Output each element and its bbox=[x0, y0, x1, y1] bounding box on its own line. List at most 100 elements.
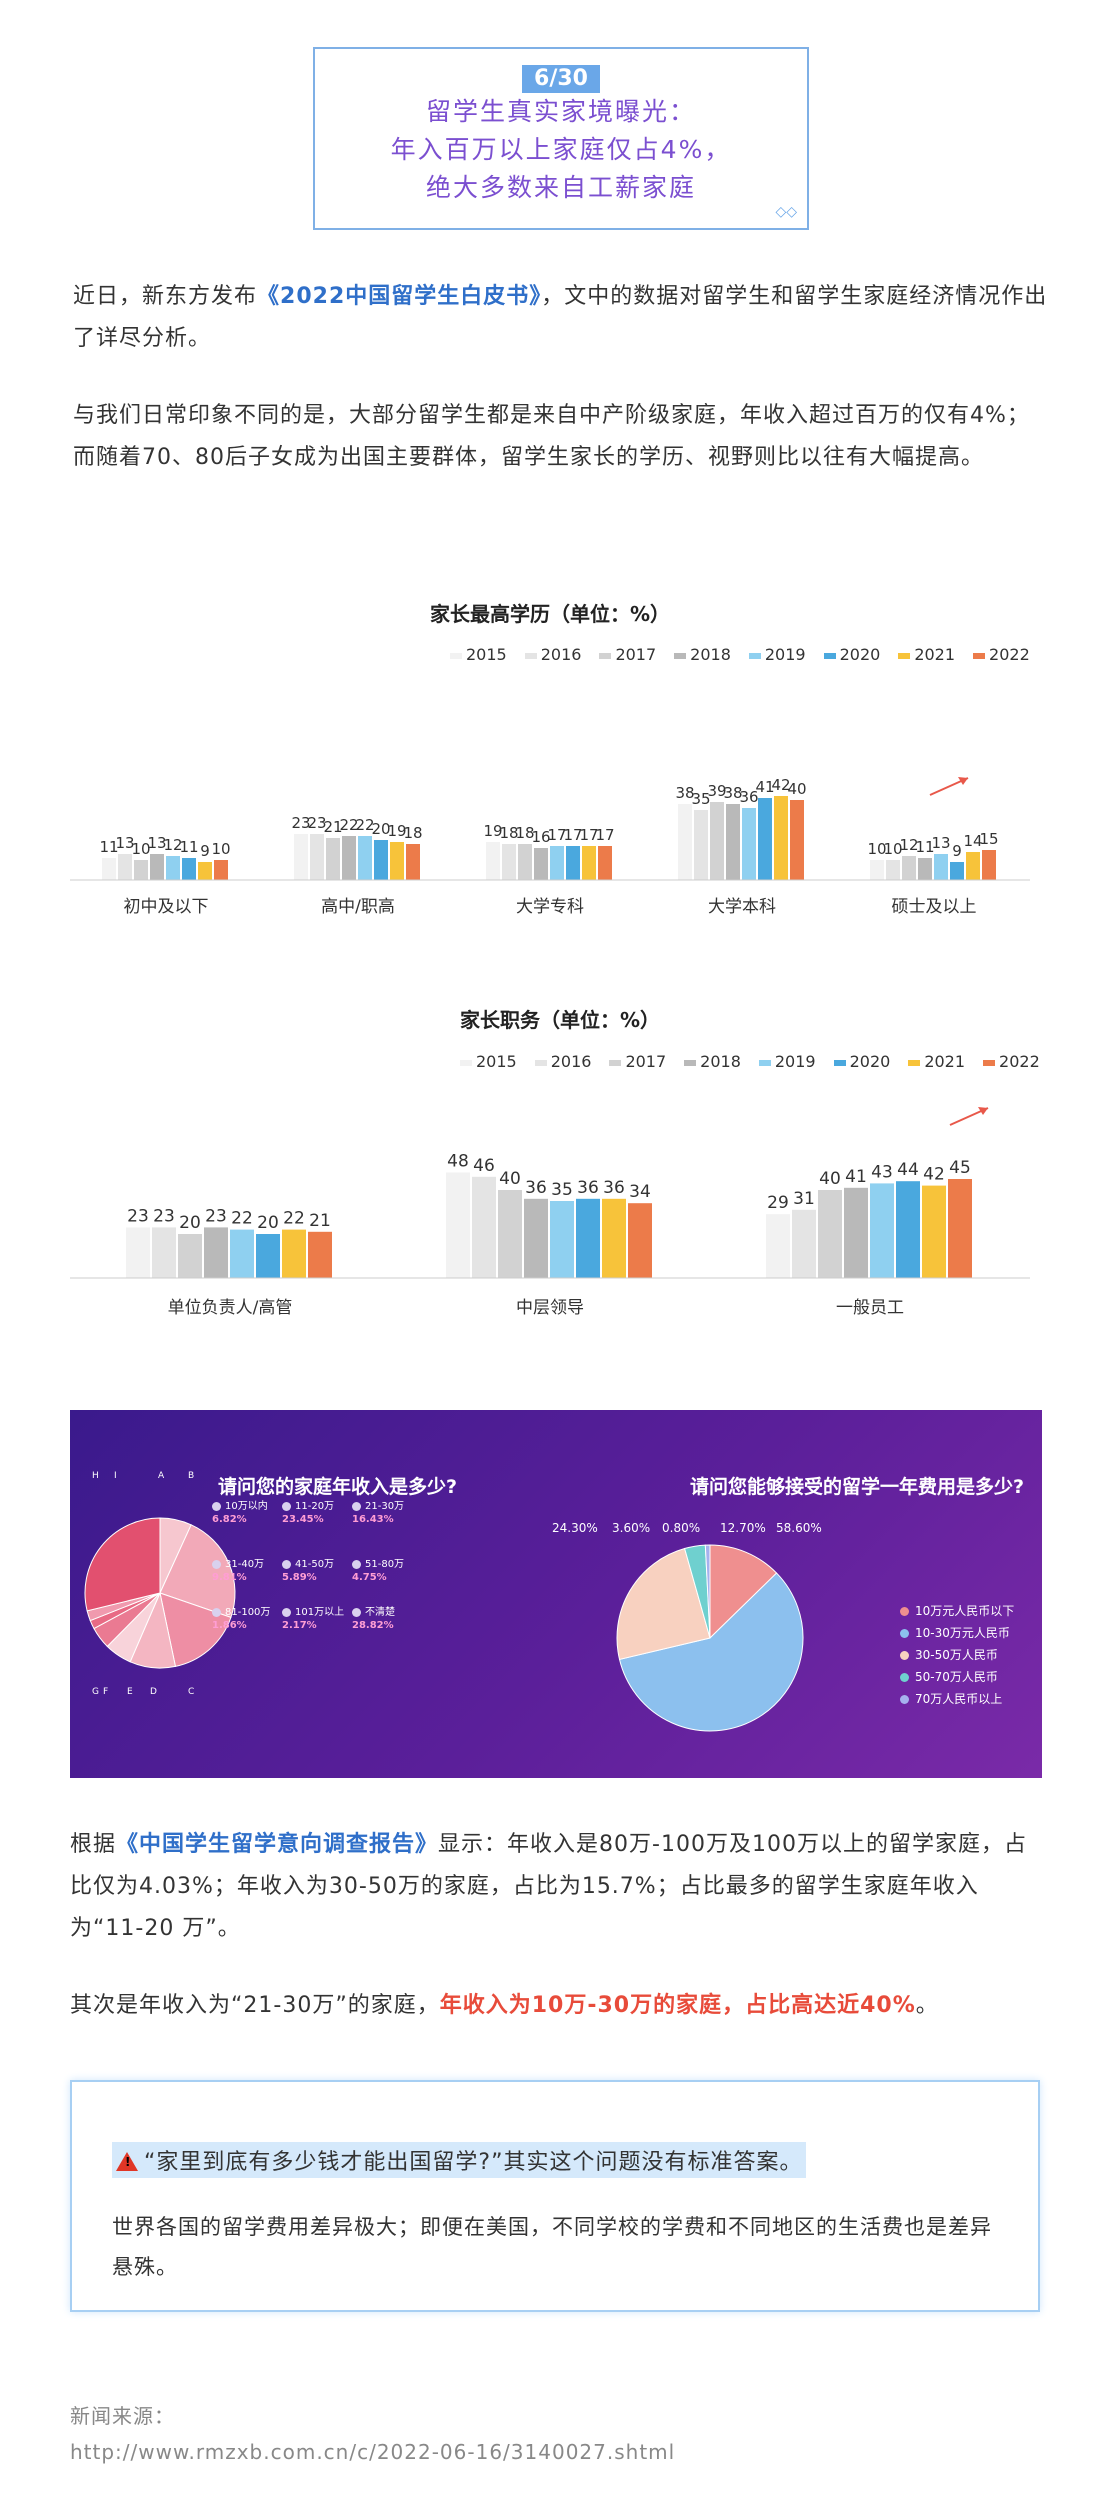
bar bbox=[550, 1201, 574, 1278]
legend-label: 2020 bbox=[839, 645, 881, 664]
legend-swatch bbox=[534, 1059, 547, 1066]
legend-dot bbox=[212, 1607, 221, 1617]
bar bbox=[902, 856, 916, 880]
legend-dot bbox=[900, 1695, 909, 1704]
legend-label: 2021 bbox=[924, 1052, 966, 1071]
legend-dot bbox=[282, 1559, 291, 1569]
bar-value-label: 11 bbox=[915, 838, 934, 856]
trend-arrow-head bbox=[978, 1107, 988, 1115]
pie-slice-letter: C bbox=[188, 1687, 194, 1697]
legend-swatch bbox=[684, 1059, 697, 1066]
bar-value-label: 48 bbox=[447, 1151, 469, 1171]
bar-value-label: 10 bbox=[883, 840, 902, 858]
bar-value-label: 11 bbox=[99, 838, 118, 856]
legend-label: 2022 bbox=[989, 645, 1030, 664]
trend-arrow-head bbox=[958, 777, 968, 785]
intro-text: 近日，新东方发布 bbox=[73, 284, 258, 309]
bar-value-label: 22 bbox=[355, 816, 374, 834]
intro-text-tail: ，文中的数据对留学生和留学生家庭经济情况作出了详尽分析。 bbox=[73, 284, 1048, 351]
source-url[interactable]: http://www.rmzxb.com.cn/c/2022-06-16/314… bbox=[70, 2440, 676, 2464]
bar bbox=[934, 854, 948, 880]
whitepaper-link[interactable]: 《2022中国留学生白皮书》 bbox=[257, 284, 542, 309]
legend-dot bbox=[212, 1501, 221, 1511]
bar bbox=[446, 1172, 470, 1278]
legend-dot bbox=[282, 1607, 291, 1617]
bar bbox=[774, 796, 788, 880]
legend-label: 2022 bbox=[999, 1052, 1040, 1071]
fee-percent-label: 58.60% bbox=[776, 1521, 822, 1535]
legend-swatch bbox=[908, 1059, 921, 1066]
income-legend-item: 51-80万 4.75% bbox=[352, 1558, 404, 1584]
legend-dot bbox=[900, 1651, 909, 1660]
bar bbox=[602, 1198, 626, 1278]
warning-icon bbox=[116, 2152, 138, 2171]
legend-swatch bbox=[748, 652, 761, 659]
pie-slice bbox=[618, 1572, 804, 1732]
fee-bracket-label: 50-70万人民币 bbox=[915, 1670, 998, 1684]
bar-value-label: 36 bbox=[577, 1178, 599, 1198]
pie-slice-letter: G bbox=[92, 1687, 99, 1697]
pie-slice-letter: E bbox=[127, 1687, 133, 1697]
bar bbox=[896, 1181, 920, 1278]
bar bbox=[582, 846, 596, 880]
bar bbox=[886, 860, 900, 880]
bar bbox=[742, 808, 756, 880]
legend-label: 2021 bbox=[914, 645, 956, 664]
bar-value-label: 15 bbox=[979, 830, 998, 848]
bar-value-label: 17 bbox=[563, 826, 582, 844]
pie-slice bbox=[159, 1524, 236, 1619]
bar bbox=[790, 800, 804, 880]
legend-item: 2022 bbox=[973, 645, 1030, 664]
bar-value-label: 42 bbox=[923, 1165, 945, 1185]
income-bracket-label: 31-40万 bbox=[225, 1559, 265, 1570]
legend-dot bbox=[900, 1673, 909, 1682]
bar bbox=[118, 854, 132, 880]
legend-item: 2020 bbox=[823, 645, 881, 664]
bar-value-label: 44 bbox=[897, 1160, 919, 1180]
fee-bracket-label: 10万元人民币以下 bbox=[915, 1604, 1015, 1618]
income-percent: 6.82% bbox=[212, 1514, 247, 1525]
headline-line-3: 绝大多数来自工薪家庭 bbox=[425, 173, 696, 202]
bar-value-label: 43 bbox=[871, 1162, 893, 1182]
bar-value-label: 23 bbox=[127, 1206, 149, 1226]
callout-question-text: “家里到底有多少钱才能出国留学?”其实这个问题没有标准答案。 bbox=[144, 2150, 803, 2175]
legend-dot bbox=[282, 1501, 291, 1511]
bar bbox=[152, 1227, 176, 1278]
bar bbox=[982, 850, 996, 880]
bar-value-label: 34 bbox=[629, 1182, 651, 1202]
fee-percent-label: 0.80% bbox=[662, 1521, 700, 1535]
position-chart-title: 家长职务（单位：%） bbox=[459, 1008, 661, 1032]
legend-swatch bbox=[758, 1059, 771, 1066]
pie-slice bbox=[616, 1547, 711, 1661]
legend-label: 2017 bbox=[625, 1052, 667, 1071]
legend-label: 2016 bbox=[550, 1052, 592, 1071]
bar-value-label: 35 bbox=[691, 790, 710, 808]
legend-label: 2019 bbox=[764, 645, 806, 664]
fee-bracket-label: 10-30万元人民币 bbox=[915, 1626, 1010, 1640]
income-bracket-label: 不清楚 bbox=[365, 1607, 395, 1618]
survey-report-link[interactable]: 《中国学生留学意向调查报告》 bbox=[116, 1832, 439, 1857]
bar-value-label: 11 bbox=[179, 838, 198, 856]
bar-value-label: 23 bbox=[205, 1206, 227, 1226]
bar bbox=[950, 862, 964, 880]
bar-value-label: 42 bbox=[771, 776, 790, 794]
bar bbox=[294, 834, 308, 880]
bar bbox=[282, 1229, 306, 1278]
bar-value-label: 20 bbox=[257, 1213, 279, 1233]
body-text-tail: 。 bbox=[915, 1993, 939, 2018]
bar-value-label: 31 bbox=[793, 1189, 815, 1209]
callout-question: “家里到底有多少钱才能出国留学?”其实这个问题没有标准答案。 bbox=[112, 2142, 807, 2178]
legend-label: 2019 bbox=[774, 1052, 816, 1071]
income-percent: 23.45% bbox=[282, 1514, 324, 1525]
pie-slice-letter: D bbox=[150, 1687, 157, 1697]
legend-swatch bbox=[599, 652, 612, 659]
bar-value-label: 18 bbox=[403, 824, 422, 842]
bar bbox=[566, 846, 580, 880]
bar bbox=[966, 852, 980, 880]
fee-percent-label: 3.60% bbox=[612, 1521, 650, 1535]
income-legend-item: 31-40万 9.81% bbox=[212, 1558, 264, 1584]
bar-value-label: 23 bbox=[153, 1206, 175, 1226]
bar bbox=[134, 860, 148, 880]
page-badge: 6/30 bbox=[522, 65, 600, 93]
bar-value-label: 19 bbox=[483, 822, 502, 840]
